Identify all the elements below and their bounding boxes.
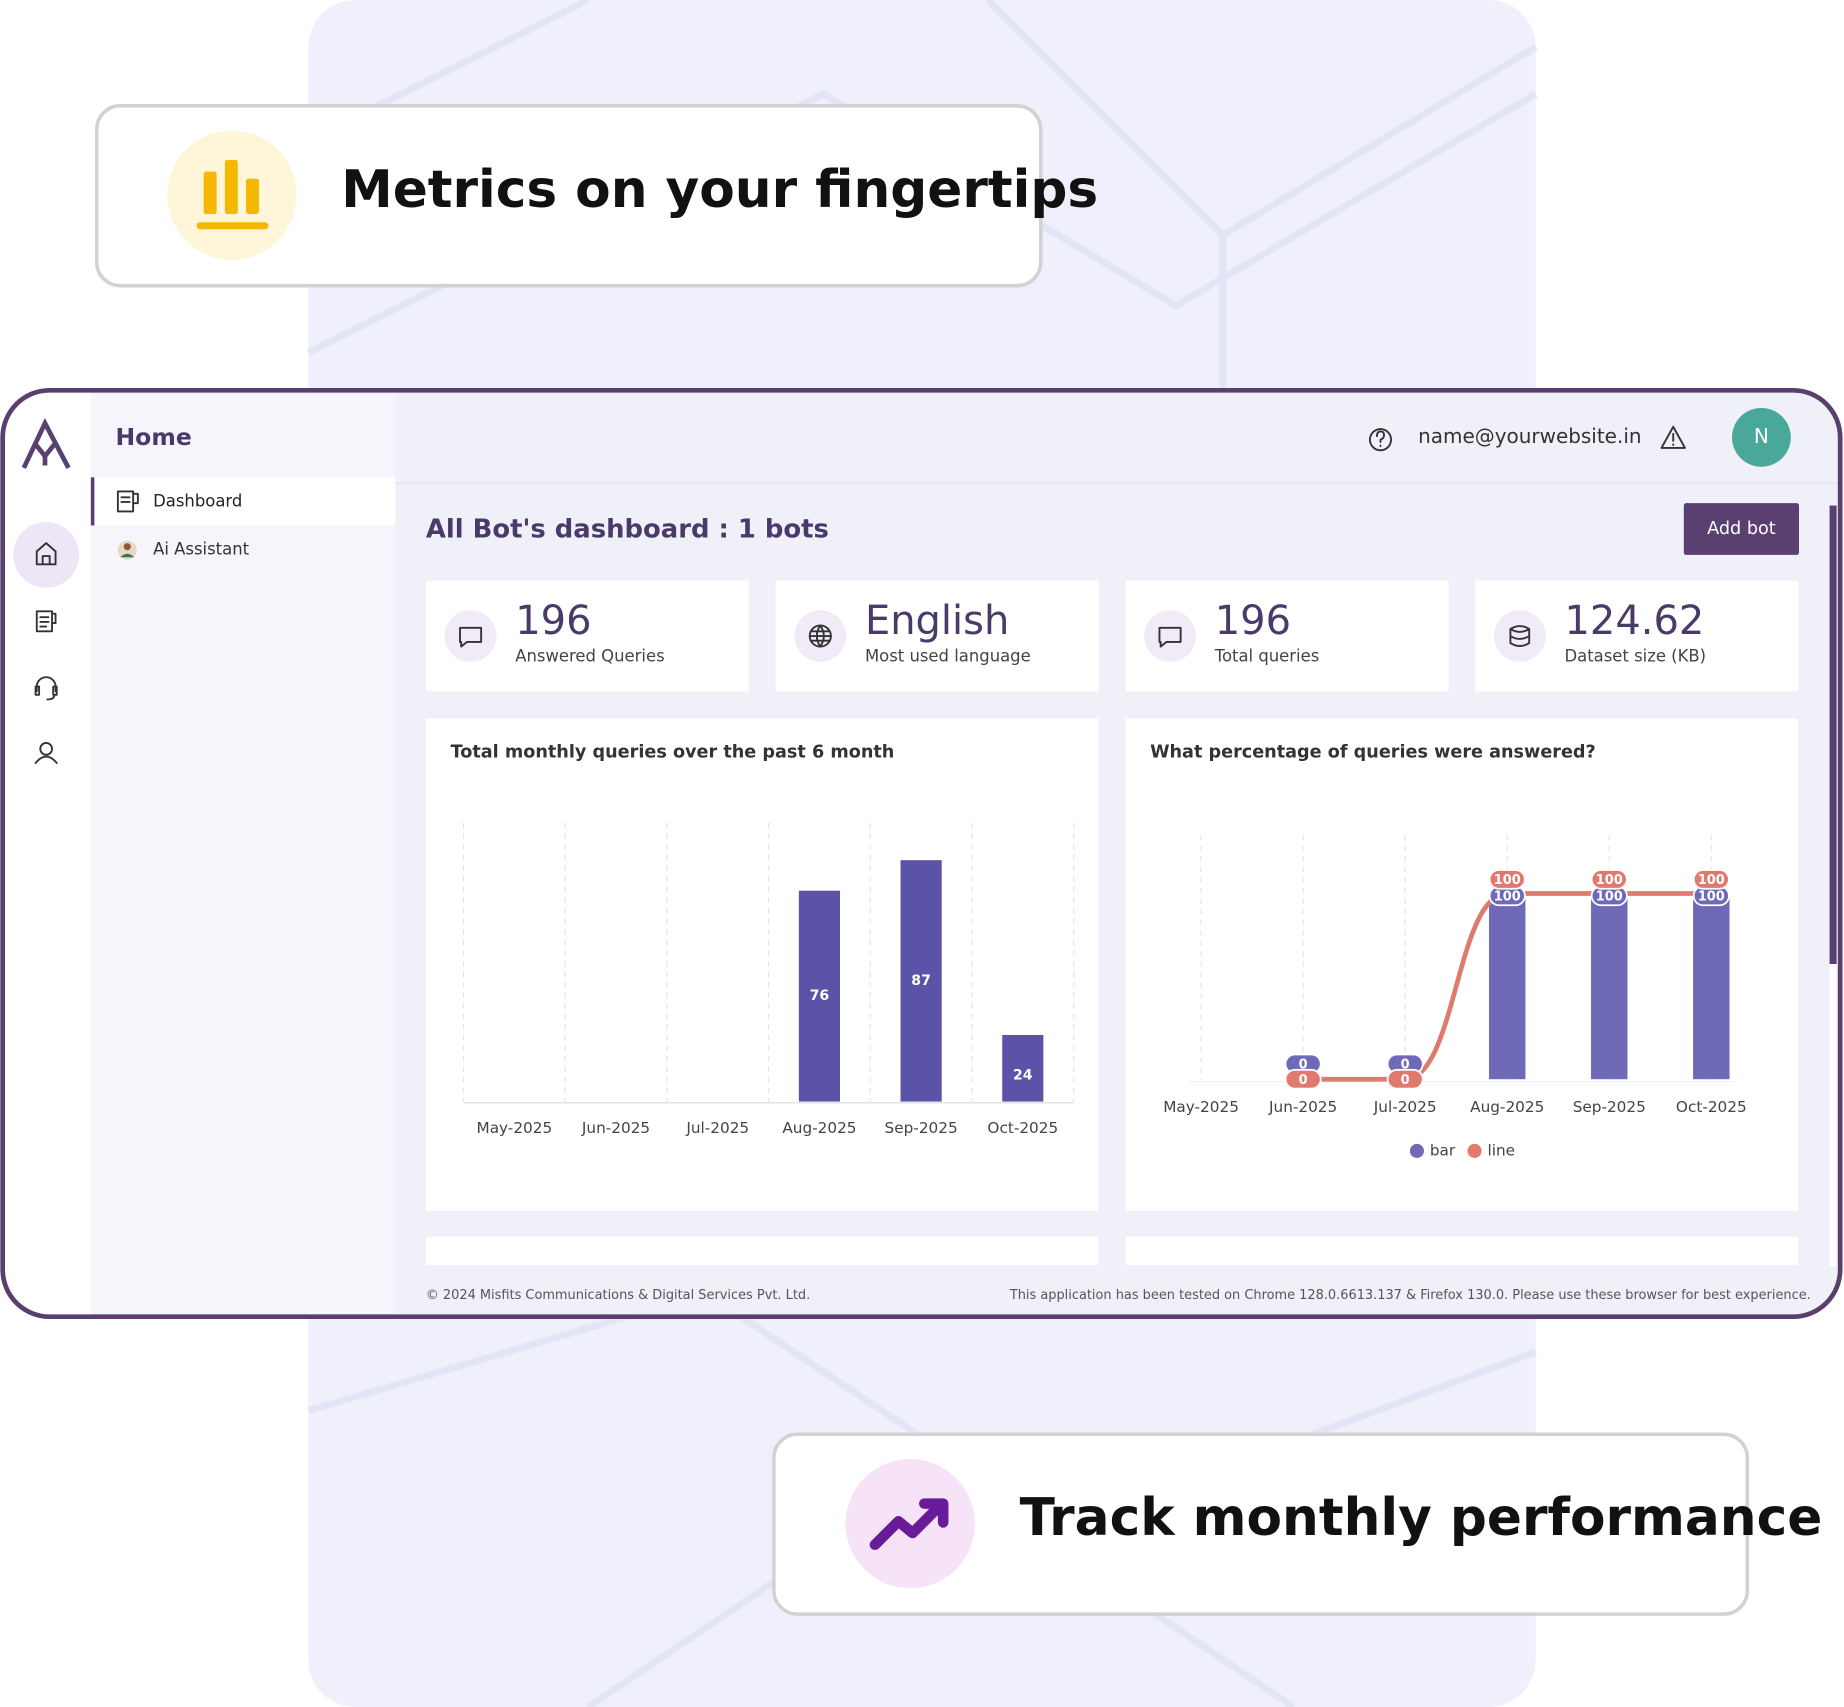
data-label: 100 <box>1698 873 1725 888</box>
data-label: 0 <box>1401 1073 1410 1088</box>
bar <box>798 890 841 1102</box>
legend-label: line <box>1487 1141 1515 1159</box>
nav-profile[interactable] <box>34 742 58 764</box>
callout-text: Metrics on your fingertips <box>341 160 1098 220</box>
help-icon[interactable] <box>1368 428 1393 452</box>
nav-item[interactable]: Ai Assistant <box>153 540 249 559</box>
data-label: 100 <box>1596 889 1623 904</box>
x-tick-label: Oct-2025 <box>987 1119 1058 1137</box>
stat-icon <box>1509 625 1531 647</box>
data-label: 100 <box>1494 873 1521 888</box>
data-label-bg <box>1692 869 1730 890</box>
logo <box>21 417 71 469</box>
x-tick-label: Jul-2025 <box>1373 1098 1437 1116</box>
bar <box>1489 893 1526 1080</box>
stat-icon <box>459 626 483 648</box>
sidebar-title: Home <box>116 423 192 451</box>
stat-value: 196 <box>515 598 591 644</box>
stat-icon <box>1158 626 1182 648</box>
button-label[interactable]: Add bot <box>1707 519 1776 539</box>
dashboard: Home Dashboard Ai Assistant name@yourweb… <box>13 390 1841 1317</box>
data-label: 0 <box>1299 1073 1308 1088</box>
x-tick-label: Jul-2025 <box>685 1119 749 1137</box>
data-label-bg <box>1488 869 1526 890</box>
stat-value: 124.62 <box>1564 598 1704 644</box>
stat-value: 196 <box>1215 598 1291 644</box>
dashboard-border <box>0 387 1843 1320</box>
legend-marker <box>1409 1143 1424 1158</box>
callout: Metrics on your fingertips <box>94 104 1098 288</box>
x-tick-label: May-2025 <box>477 1119 553 1137</box>
data-label: 0 <box>1299 1058 1308 1073</box>
chart-card-partial <box>1125 1236 1798 1265</box>
x-tick-label: Sep-2025 <box>885 1119 958 1137</box>
add-bot-button[interactable] <box>1683 503 1800 555</box>
stat-label: Dataset size (KB) <box>1564 647 1706 666</box>
bar <box>1002 1034 1044 1102</box>
user-email: name@yourwebsite.in <box>1418 424 1641 448</box>
data-label-bg <box>1386 1068 1424 1090</box>
x-tick-label: Jun-2025 <box>1268 1098 1337 1116</box>
stat-icon-bg <box>1144 610 1196 662</box>
x-tick-label: Jun-2025 <box>581 1119 650 1137</box>
footer-copyright: © 2024 Misfits Communications & Digital … <box>426 1288 810 1303</box>
x-tick-label: Sep-2025 <box>1573 1098 1646 1116</box>
chart-card <box>425 718 1099 1211</box>
stat-icon-bg <box>444 610 497 662</box>
chart-title: Total monthly queries over the past 6 mo… <box>451 742 895 762</box>
legend-marker <box>1467 1143 1482 1158</box>
nav-item-active[interactable] <box>90 477 396 526</box>
legend-label: bar <box>1430 1141 1456 1159</box>
x-tick-label: Aug-2025 <box>782 1119 856 1137</box>
chart-title: What percentage of queries were answered… <box>1150 742 1596 762</box>
nav-home[interactable] <box>13 521 80 588</box>
x-tick-label: May-2025 <box>1163 1098 1239 1116</box>
stat-label: Total queries <box>1214 647 1320 666</box>
nav-support[interactable] <box>34 676 58 701</box>
stat-label: Answered Queries <box>515 647 664 666</box>
data-label-bg <box>1284 1068 1322 1090</box>
stat-icon <box>808 624 832 648</box>
avatar[interactable] <box>1732 407 1791 467</box>
data-label: 0 <box>1401 1058 1410 1073</box>
data-label: 76 <box>810 988 830 1004</box>
bar <box>1693 893 1730 1080</box>
data-label: 100 <box>1596 873 1623 888</box>
stat-value: English <box>865 598 1009 644</box>
avatar-letter: N <box>1754 424 1769 448</box>
callout: Track monthly performance <box>772 1432 1823 1616</box>
data-label: 24 <box>1013 1067 1033 1083</box>
data-label-bg <box>1590 869 1628 890</box>
x-tick-label: Oct-2025 <box>1676 1098 1747 1116</box>
data-label: 100 <box>1494 889 1521 904</box>
x-tick-label: Aug-2025 <box>1470 1098 1544 1116</box>
dashboard-title: All Bot's dashboard : 1 bots <box>426 515 829 545</box>
data-label: 87 <box>911 973 931 989</box>
footer-note: This application has been tested on Chro… <box>1009 1288 1811 1303</box>
stat-icon-bg <box>1493 610 1546 662</box>
stat-label: Most used language <box>865 647 1031 666</box>
chart-card-partial <box>425 1236 1099 1265</box>
bar <box>1591 893 1628 1080</box>
nav-docs[interactable] <box>35 610 57 633</box>
callout-text: Track monthly performance <box>1020 1488 1823 1548</box>
bar <box>900 860 942 1102</box>
nav-item[interactable]: Dashboard <box>153 491 242 510</box>
alert-icon[interactable] <box>1660 425 1686 449</box>
data-label: 100 <box>1698 889 1725 904</box>
